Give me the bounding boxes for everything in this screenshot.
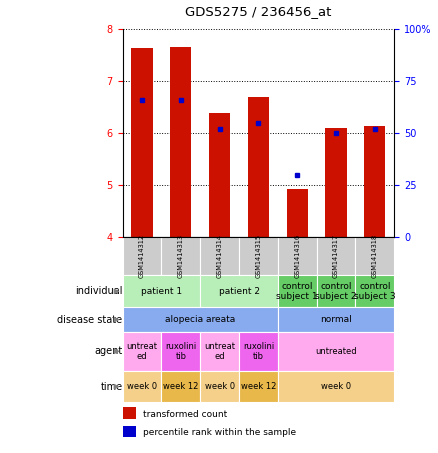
- Text: ruxolini
tib: ruxolini tib: [165, 342, 197, 361]
- Text: GSM1414317: GSM1414317: [333, 234, 339, 278]
- Text: control
subject 2: control subject 2: [315, 282, 357, 301]
- Bar: [239, 332, 278, 371]
- Bar: [364, 126, 385, 236]
- Bar: [317, 236, 355, 275]
- Text: percentile rank within the sample: percentile rank within the sample: [143, 428, 296, 437]
- Bar: [123, 275, 200, 307]
- Bar: [123, 307, 278, 332]
- Text: control
subject 3: control subject 3: [354, 282, 396, 301]
- Text: untreat
ed: untreat ed: [204, 342, 235, 361]
- Bar: [278, 307, 394, 332]
- Bar: [200, 236, 239, 275]
- Bar: [200, 275, 278, 307]
- Bar: [278, 332, 394, 371]
- Bar: [170, 47, 191, 236]
- Text: normal: normal: [320, 315, 352, 324]
- Text: GSM1414318: GSM1414318: [372, 234, 378, 278]
- Text: patient 2: patient 2: [219, 287, 260, 296]
- Text: GSM1414314: GSM1414314: [217, 234, 223, 278]
- Bar: [355, 275, 394, 307]
- Text: week 0: week 0: [205, 382, 235, 391]
- Text: GSM1414312: GSM1414312: [139, 234, 145, 278]
- Bar: [162, 236, 200, 275]
- Bar: [355, 236, 394, 275]
- Text: time: time: [100, 381, 123, 391]
- Text: individual: individual: [75, 286, 123, 296]
- Bar: [239, 236, 278, 275]
- Bar: [209, 113, 230, 236]
- Text: transformed count: transformed count: [143, 410, 227, 419]
- Bar: [200, 371, 239, 403]
- Bar: [325, 128, 346, 236]
- Bar: [123, 407, 136, 419]
- Text: GSM1414316: GSM1414316: [294, 234, 300, 278]
- Bar: [123, 236, 162, 275]
- Text: GSM1414313: GSM1414313: [178, 234, 184, 278]
- Text: patient 1: patient 1: [141, 287, 182, 296]
- Text: GSM1414315: GSM1414315: [255, 234, 261, 278]
- Bar: [123, 426, 136, 437]
- Bar: [317, 275, 355, 307]
- Bar: [248, 97, 269, 236]
- Bar: [278, 371, 394, 403]
- Text: week 0: week 0: [127, 382, 157, 391]
- Text: GDS5275 / 236456_at: GDS5275 / 236456_at: [185, 5, 332, 18]
- Text: control
subject 1: control subject 1: [276, 282, 318, 301]
- Text: ruxolini
tib: ruxolini tib: [243, 342, 274, 361]
- Bar: [239, 371, 278, 403]
- Bar: [162, 332, 200, 371]
- Text: agent: agent: [94, 347, 123, 357]
- Bar: [123, 371, 162, 403]
- Text: week 12: week 12: [241, 382, 276, 391]
- Bar: [123, 332, 162, 371]
- Bar: [200, 332, 239, 371]
- Text: week 0: week 0: [321, 382, 351, 391]
- Text: untreat
ed: untreat ed: [127, 342, 158, 361]
- Bar: [286, 188, 308, 236]
- Bar: [162, 371, 200, 403]
- Bar: [278, 236, 317, 275]
- Text: untreated: untreated: [315, 347, 357, 356]
- Text: week 12: week 12: [163, 382, 198, 391]
- Bar: [131, 48, 153, 236]
- Bar: [278, 275, 317, 307]
- Text: disease state: disease state: [57, 314, 123, 325]
- Text: alopecia areata: alopecia areata: [165, 315, 235, 324]
